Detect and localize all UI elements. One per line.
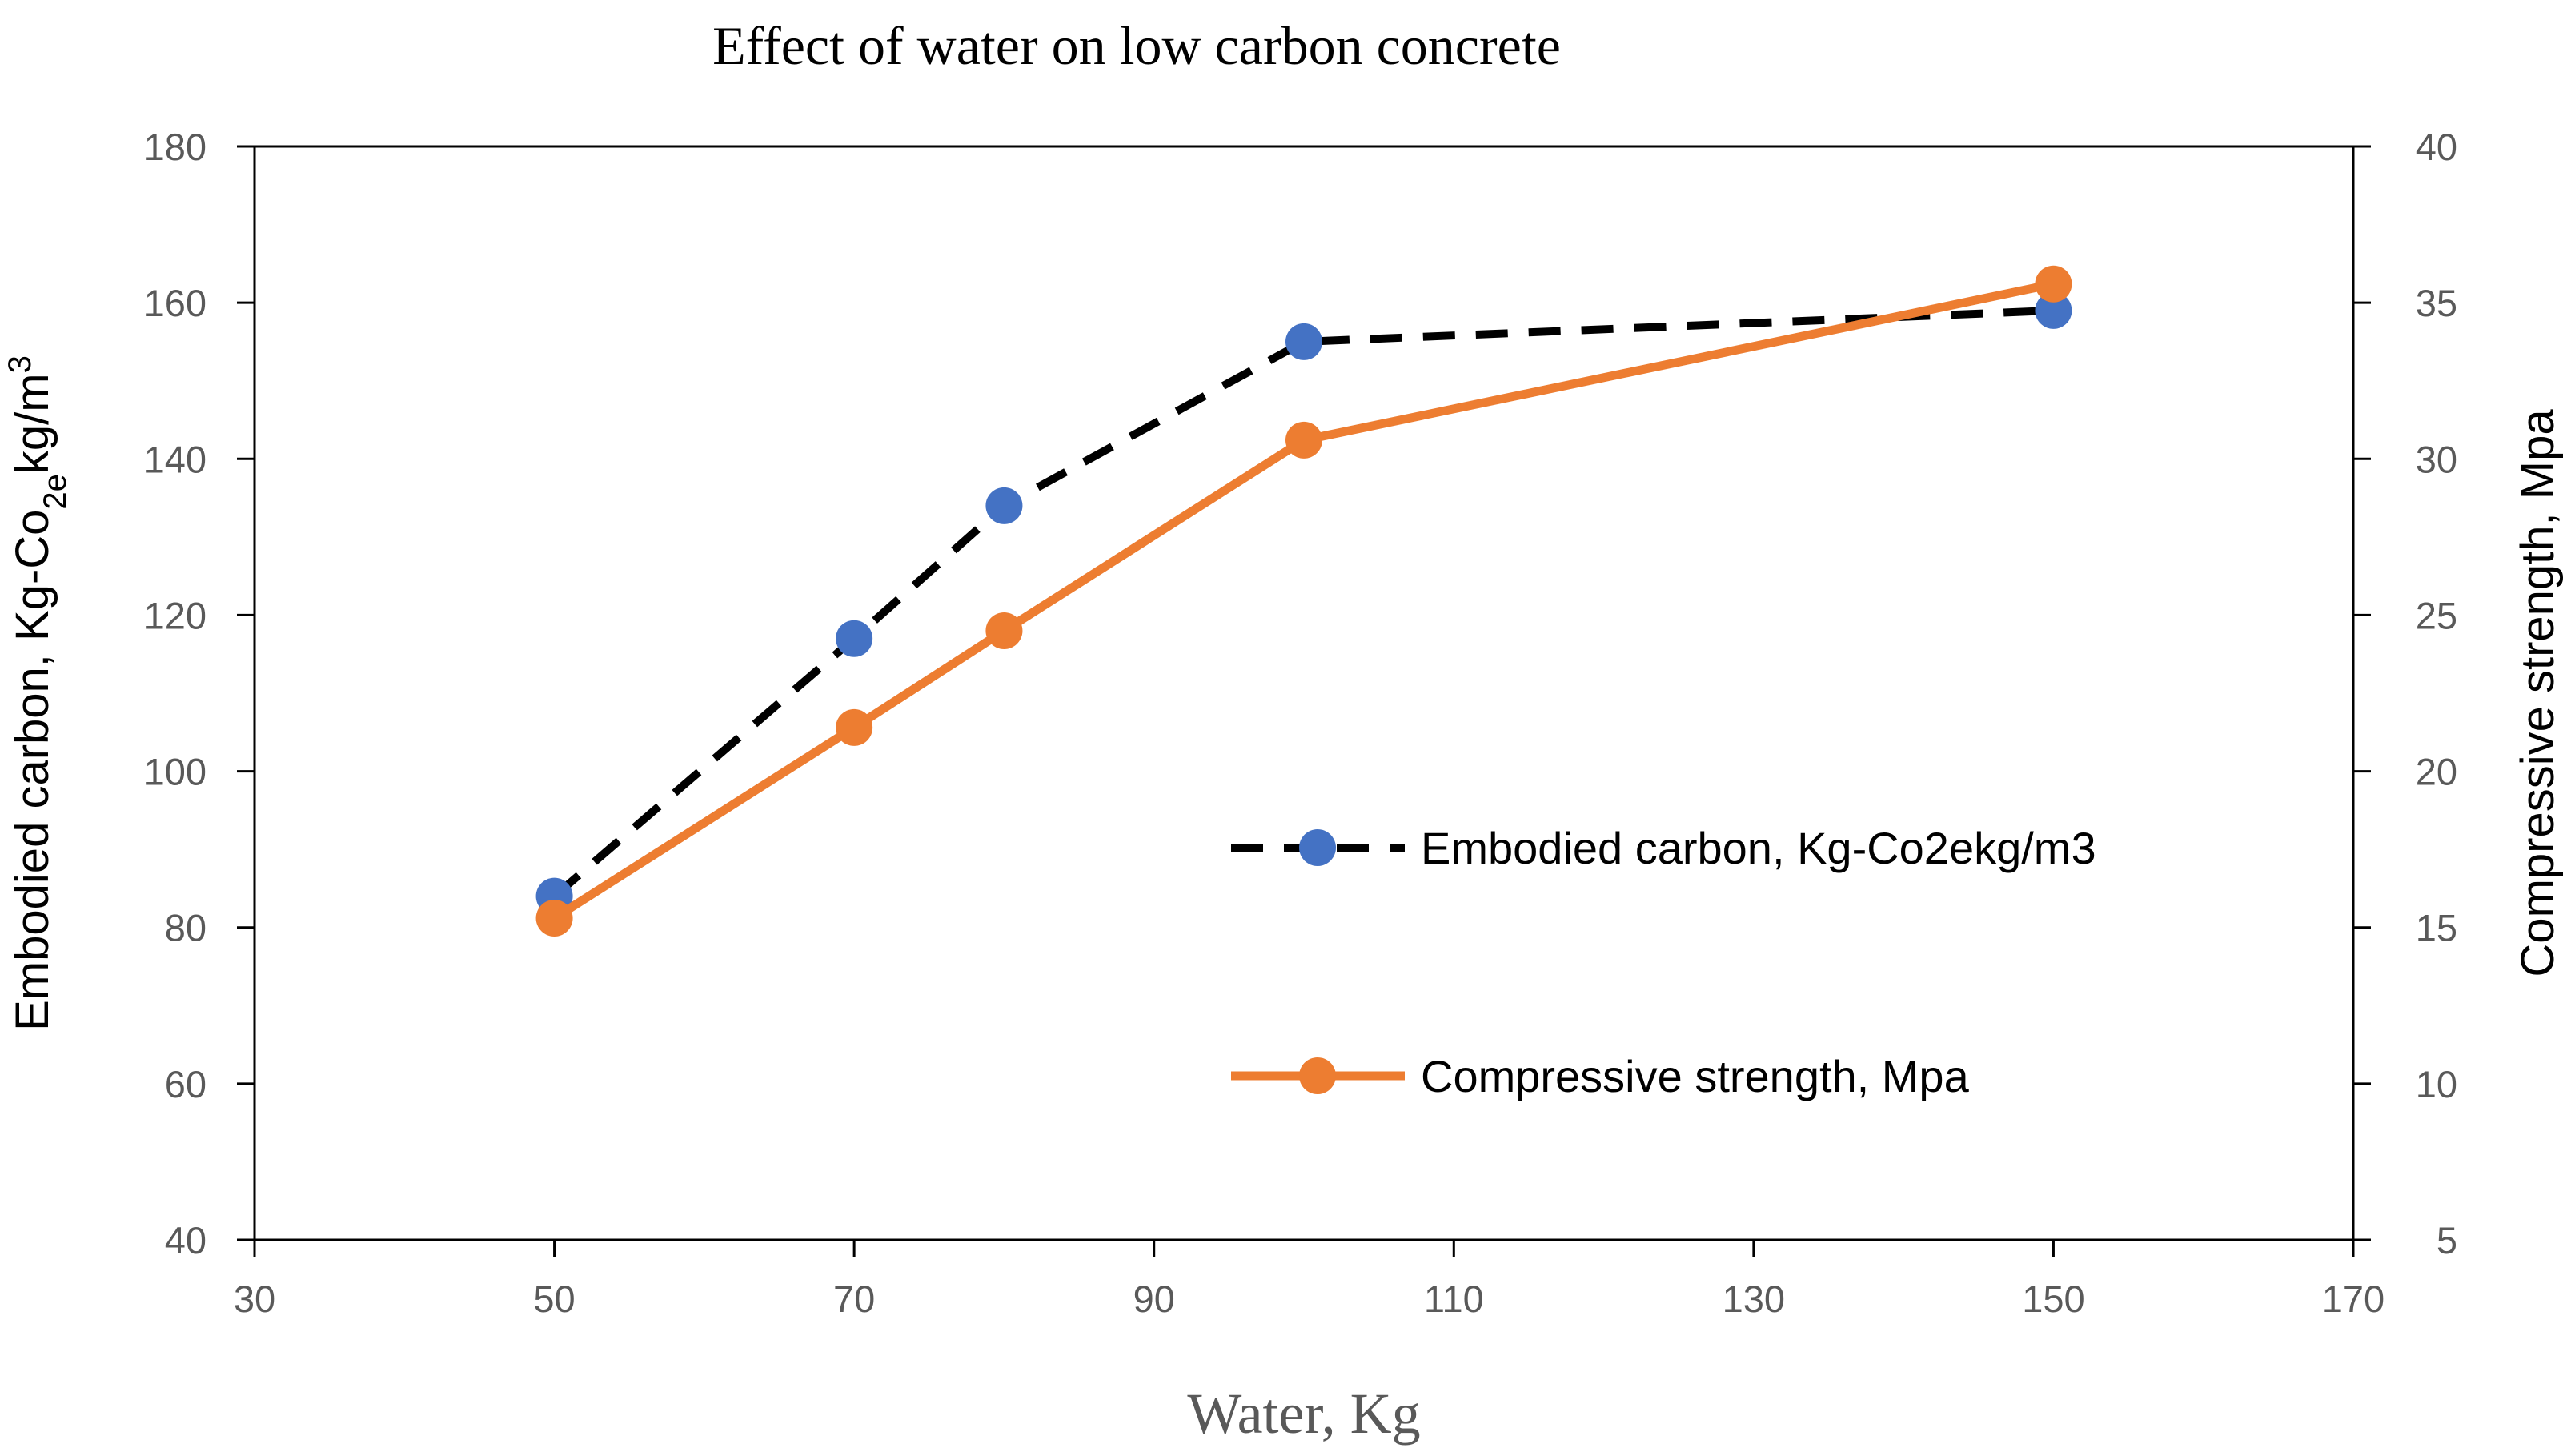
data-point [2035,265,2072,303]
legend-marker [1299,829,1336,866]
right-y-tick-label: 35 [2416,282,2457,324]
data-point [1285,323,1322,360]
left-y-label-tail: kg/m [6,373,58,474]
chart-title: Effect of water on low carbon concrete [712,15,1561,76]
right-y-tick-label: 5 [2437,1219,2457,1261]
plot-area [253,145,2355,1241]
x-tick-label: 150 [2022,1278,2084,1320]
left-y-tick-label: 40 [165,1219,207,1261]
x-tick-label: 110 [1424,1278,1484,1320]
data-point [836,620,873,657]
left-y-label-main: Embodied carbon, Kg-Co [6,510,58,1031]
left-y-label-superscript: 3 [2,355,38,373]
x-tick-label: 70 [833,1278,875,1320]
right-y-tick-label: 40 [2416,126,2457,168]
left-y-tick-label: 60 [165,1063,207,1105]
left-y-axis-label: Embodied carbon, Kg-Co2ekg/m3 [2,355,73,1031]
legend-label: Compressive strength, Mpa [1421,1051,1970,1101]
left-y-tick-label: 140 [144,438,207,480]
right-y-tick-label: 15 [2416,907,2457,949]
right-y-tick-label: 20 [2416,751,2457,793]
x-tick-label: 90 [1133,1278,1175,1320]
legend-marker [1299,1057,1336,1094]
legend-item-1: Embodied carbon, Kg-Co2ekg/m3 [1231,823,2096,873]
left-y-tick-label: 100 [144,751,207,793]
x-tick-label: 50 [533,1278,575,1320]
x-tick-label: 30 [234,1278,275,1320]
data-point [836,708,873,746]
series-line [551,306,2054,900]
legend-item-2: Compressive strength, Mpa [1231,1051,1970,1101]
right-y-tick-label: 25 [2416,594,2457,636]
left-y-tick-label: 120 [144,594,207,636]
series-2 [535,265,2072,937]
legend: Embodied carbon, Kg-Co2ekg/m3 Compressive… [1231,823,2096,1101]
x-axis-ticks: 30 50 70 90 110 130 150 170 [234,1240,2384,1320]
left-y-tick-label: 160 [144,282,207,324]
series-layer [535,265,2072,937]
x-tick-label: 170 [2322,1278,2384,1320]
data-point [985,487,1023,524]
data-point [1285,421,1322,459]
data-point [535,900,573,937]
left-y-tick-label: 80 [165,907,207,949]
x-axis-label: Water, Kg [1187,1382,1420,1446]
right-y-tick-label: 30 [2416,438,2457,480]
series-1 [535,291,2072,915]
left-y-axis-ticks: 40 60 80 100 120 140 160 180 [144,126,255,1261]
right-y-tick-label: 10 [2416,1063,2457,1105]
data-point [985,612,1023,649]
x-tick-label: 130 [1723,1278,1785,1320]
right-y-axis-ticks: 5 10 15 20 25 30 35 40 [2353,126,2457,1261]
left-y-label-subscript: 2e [38,474,73,510]
legend-label: Embodied carbon, Kg-Co2ekg/m3 [1421,823,2096,873]
data-point [2035,291,2072,329]
left-y-tick-label: 180 [144,126,207,168]
right-y-axis-label: Compressive strength, Mpa [2512,409,2564,977]
